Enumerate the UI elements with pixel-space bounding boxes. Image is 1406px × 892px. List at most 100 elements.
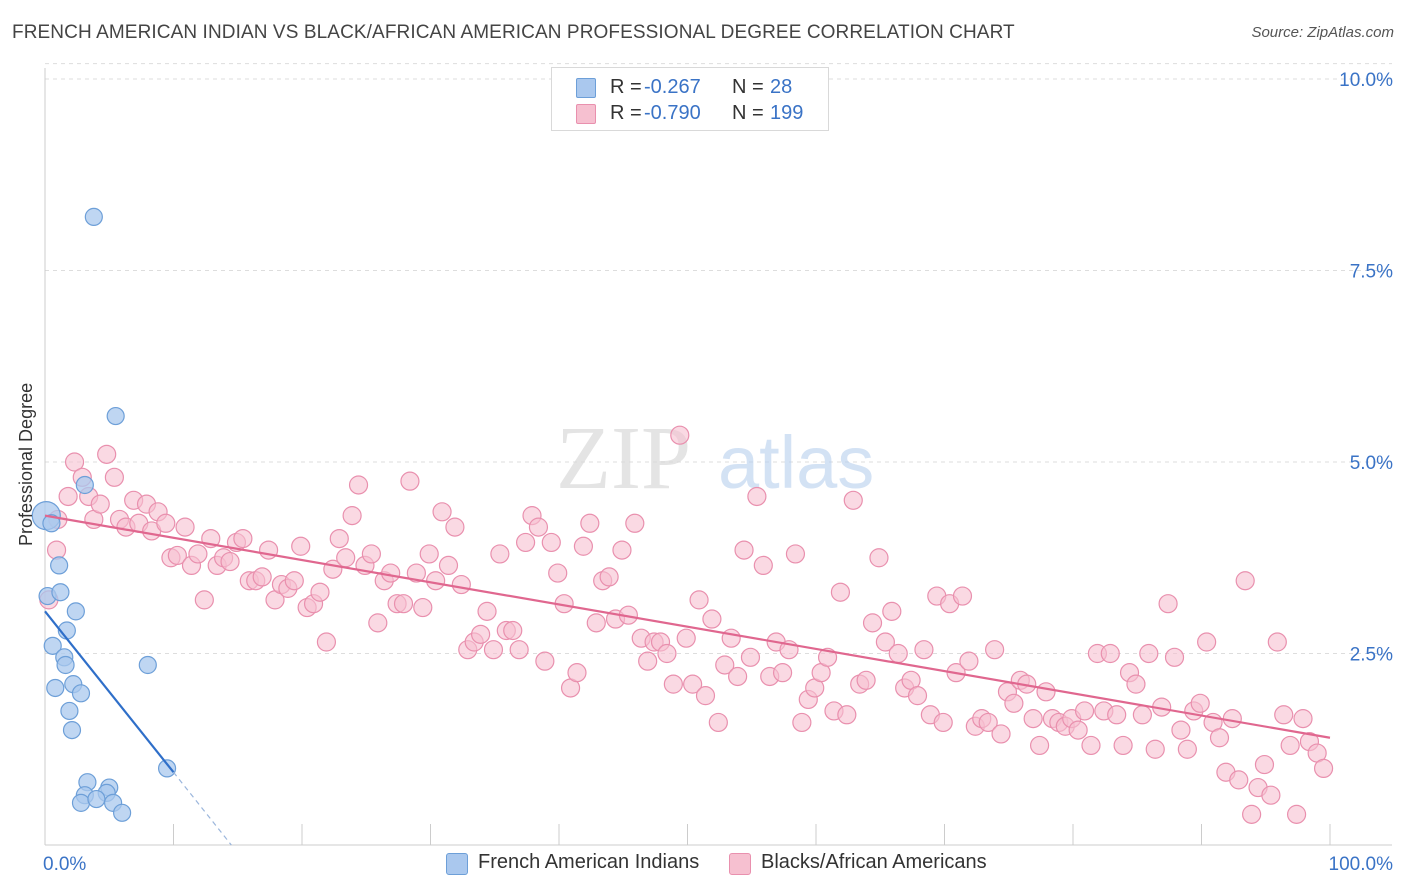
data-point-blacks-african-americans <box>985 640 1005 660</box>
data-point-blacks-african-americans <box>284 571 304 591</box>
data-point-blacks-african-americans <box>503 620 523 641</box>
data-point-blacks-african-americans <box>509 640 529 660</box>
data-point-blacks-african-americans <box>1209 728 1230 748</box>
data-point-blacks-african-americans <box>817 647 838 667</box>
data-point-blacks-african-americans <box>451 574 471 595</box>
data-point-blacks-african-americans <box>1074 701 1095 721</box>
data-point-blacks-african-americans <box>1286 804 1307 824</box>
data-point-blacks-african-americans <box>882 601 902 621</box>
data-point-blacks-african-americans <box>728 666 748 687</box>
data-point-blacks-african-americans <box>1197 632 1217 652</box>
data-point-blacks-african-americans <box>316 632 337 652</box>
data-point-french-american-indians <box>157 759 177 778</box>
bottom-legend-label: French American Indians <box>478 851 700 873</box>
data-point-blacks-african-americans <box>1190 693 1210 713</box>
data-point-french-american-indians <box>42 514 61 533</box>
data-point-blacks-african-americans <box>1004 693 1024 713</box>
data-point-blacks-african-americans <box>252 567 272 587</box>
data-point-blacks-african-americans <box>837 705 857 725</box>
data-point-blacks-african-americans <box>1100 643 1120 664</box>
data-point-french-american-indians <box>75 475 94 495</box>
data-point-french-american-indians <box>71 793 91 812</box>
y-axis-label: Professional Degree <box>16 382 36 546</box>
data-point-blacks-african-americans <box>1280 735 1300 756</box>
data-point-blacks-african-americans <box>393 594 414 614</box>
data-point-blacks-african-americans <box>1235 571 1255 591</box>
data-point-blacks-african-americans <box>490 544 510 564</box>
legend-r-label: R = <box>610 102 642 124</box>
watermark-zip: ZIP <box>556 409 691 508</box>
data-point-blacks-african-americans <box>528 517 549 537</box>
data-point-blacks-african-americans <box>1242 804 1262 824</box>
source-credit: Source: ZipAtlas.com <box>1251 24 1394 41</box>
bottom-legend-swatch-blue <box>446 853 468 875</box>
data-point-french-american-indians <box>62 720 82 740</box>
data-point-blacks-african-americans <box>573 536 594 556</box>
data-point-blacks-african-americans <box>869 548 889 568</box>
legend-n-label: N = <box>732 76 764 98</box>
data-point-blacks-african-americans <box>580 513 600 533</box>
data-point-blacks-african-americans <box>291 536 311 556</box>
legend-r-value: -0.267 <box>644 76 701 98</box>
trend-line-blacks-african-americans <box>44 514 1331 739</box>
data-point-blacks-african-americans <box>638 651 658 671</box>
data-point-blacks-african-americans <box>1293 709 1313 729</box>
data-point-french-american-indians <box>71 684 91 703</box>
data-point-blacks-african-americans <box>1261 785 1281 805</box>
data-point-french-american-indians <box>106 406 125 426</box>
data-point-blacks-african-americans <box>400 471 420 491</box>
data-point-blacks-african-americans <box>599 567 619 587</box>
data-point-blacks-african-americans <box>567 663 587 683</box>
data-point-blacks-african-americans <box>657 643 677 664</box>
trend-line-extension-french-american-indians <box>173 771 232 846</box>
data-point-blacks-african-americans <box>586 613 606 633</box>
data-point-blacks-african-americans <box>1222 709 1242 729</box>
data-point-blacks-african-americans <box>1171 720 1191 740</box>
data-point-blacks-african-americans <box>368 613 388 633</box>
data-point-blacks-african-americans <box>959 651 979 671</box>
data-point-blacks-african-americans <box>1158 594 1178 614</box>
data-point-blacks-african-americans <box>90 494 110 514</box>
data-point-blacks-african-americans <box>734 540 754 560</box>
data-point-blacks-african-americans <box>1267 632 1287 652</box>
data-point-blacks-african-americans <box>406 563 426 583</box>
data-point-blacks-african-americans <box>220 551 240 572</box>
data-point-blacks-african-americans <box>683 674 703 694</box>
data-point-blacks-african-americans <box>419 544 439 564</box>
data-point-blacks-african-americans <box>843 490 863 510</box>
data-point-french-american-indians <box>84 207 103 226</box>
data-point-blacks-african-americans <box>1081 735 1101 756</box>
data-point-blacks-african-americans <box>361 544 381 564</box>
data-point-blacks-african-americans <box>914 640 934 660</box>
data-point-blacks-african-americans <box>670 425 690 445</box>
data-point-blacks-african-americans <box>952 586 973 606</box>
data-point-blacks-african-americans <box>46 540 67 560</box>
data-point-blacks-african-americans <box>310 582 330 602</box>
tick-labels: 2.5% 5.0% 7.5% 10.0% 0.0% 100.0% <box>43 70 1393 875</box>
data-point-blacks-african-americans <box>58 486 78 507</box>
data-point-blacks-african-americans <box>336 548 356 568</box>
data-point-blacks-african-americans <box>747 486 767 507</box>
data-point-blacks-african-americans <box>1107 705 1127 725</box>
data-point-french-american-indians <box>50 556 69 575</box>
data-point-blacks-african-americans <box>1132 705 1152 725</box>
data-point-blacks-african-americans <box>156 513 176 533</box>
data-point-blacks-african-americans <box>933 712 953 733</box>
legend-n-value: 199 <box>770 102 804 124</box>
data-point-blacks-african-americans <box>483 640 504 660</box>
data-point-blacks-african-americans <box>1229 770 1249 790</box>
series-blacks-african-americans <box>39 425 1334 824</box>
data-point-french-american-indians <box>60 701 79 721</box>
data-point-blacks-african-americans <box>785 544 806 564</box>
data-point-blacks-african-americans <box>1164 647 1185 667</box>
data-point-blacks-african-americans <box>329 528 349 549</box>
gridlines <box>45 63 1392 654</box>
bottom-legend-label: Blacks/African Americans <box>761 851 987 873</box>
data-point-blacks-african-americans <box>233 528 253 549</box>
data-point-french-american-indians <box>87 789 106 809</box>
data-point-blacks-african-americans <box>1029 735 1050 756</box>
data-point-french-american-indians <box>43 636 62 655</box>
data-point-blacks-african-americans <box>438 555 459 576</box>
data-point-blacks-african-americans <box>432 502 452 522</box>
data-point-french-american-indians <box>56 655 75 675</box>
